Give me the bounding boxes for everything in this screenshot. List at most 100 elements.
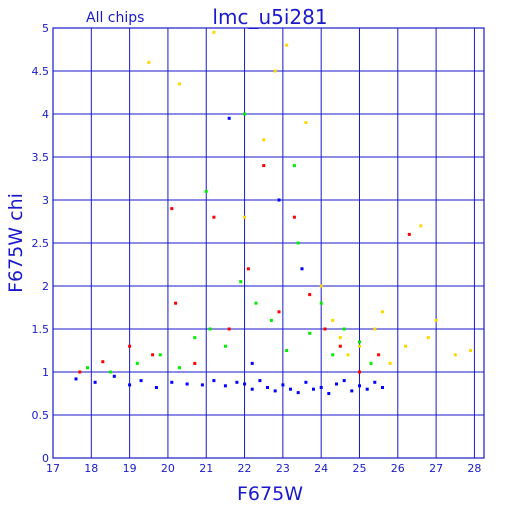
data-point [308,331,312,335]
data-point [381,386,384,389]
y-tick-label: 4 [42,108,49,121]
data-point [277,198,281,202]
data-point [200,383,204,387]
x-tick-label: 18 [84,462,98,475]
data-point [358,384,361,388]
data-point [373,327,377,331]
data-point [212,215,216,219]
data-point [319,284,323,288]
data-point [335,382,338,386]
data-point [453,353,457,357]
data-point [154,386,158,389]
data-point [250,361,254,365]
data-point [407,232,411,236]
data-point [246,267,250,271]
data-point [296,241,300,245]
data-point [292,215,296,219]
data-point [258,379,262,383]
data-point [289,387,292,391]
data-point [86,366,89,370]
data-point [323,327,327,331]
data-point [235,380,239,384]
data-point [101,360,105,364]
data-point [304,380,308,384]
data-point [128,383,132,387]
x-tick-label: 22 [238,462,252,475]
x-tick-label: 17 [46,462,60,475]
x-tick-label: 20 [161,462,175,475]
chart-title: lmc_u5i281 [212,5,327,29]
data-point [158,353,162,357]
data-point [227,327,231,331]
data-point [338,336,342,340]
data-point [139,379,143,383]
data-point [204,189,208,193]
data-point [193,336,197,340]
data-point [109,370,112,374]
data-point [177,82,181,86]
y-tick-label: 5 [42,22,49,35]
data-point [170,380,174,384]
data-point [262,138,266,142]
data-point [292,164,296,168]
data-point [170,207,174,211]
data-point [377,353,381,357]
x-tick-label: 19 [123,462,137,475]
data-point [223,384,227,388]
data-point [331,353,335,357]
data-point [273,69,277,73]
data-point [250,387,254,391]
data-point [223,344,227,348]
y-tick-label: 1.5 [32,323,50,336]
x-tick-label: 21 [199,462,213,475]
data-point [212,30,216,34]
data-point [128,344,132,348]
chart-subtitle: All chips [86,10,144,26]
y-tick-label: 2.5 [32,237,50,250]
data-point [319,386,323,389]
data-point [338,344,342,348]
data-point [208,327,212,331]
y-tick-label: 2 [42,280,49,293]
data-point [185,382,189,386]
data-point [469,349,473,352]
data-point [269,318,273,322]
y-tick-label: 0.5 [32,409,50,422]
data-point [346,353,350,357]
data-point [434,318,438,322]
data-point [296,391,300,395]
data-point [388,361,392,365]
data-point [319,301,323,305]
data-point [350,389,354,393]
data-point [227,116,231,120]
data-point [342,327,346,331]
data-point [174,301,178,305]
data-point [331,318,335,322]
data-point [426,336,430,340]
data-point [358,340,361,344]
data-point [277,310,281,314]
data-point [285,349,289,352]
data-point [327,392,331,395]
plot-frame [52,27,485,459]
x-tick-label: 24 [314,462,328,475]
y-tick-label: 3 [42,194,49,207]
data-point [404,344,407,348]
y-tick-label: 0 [42,452,49,465]
data-point [358,370,361,374]
data-point [373,380,377,384]
data-point [304,121,308,125]
data-point [262,164,266,168]
y-axis-label: F675W chi [5,193,27,293]
x-axis-label: F675W [237,483,303,505]
y-tick-label: 3.5 [32,151,50,164]
data-point [369,361,373,365]
data-point [300,267,304,271]
data-point [239,280,243,284]
data-point [285,43,289,47]
data-point [74,377,78,381]
data-point [342,379,346,383]
data-point [419,224,423,228]
x-tick-label: 25 [352,462,366,475]
